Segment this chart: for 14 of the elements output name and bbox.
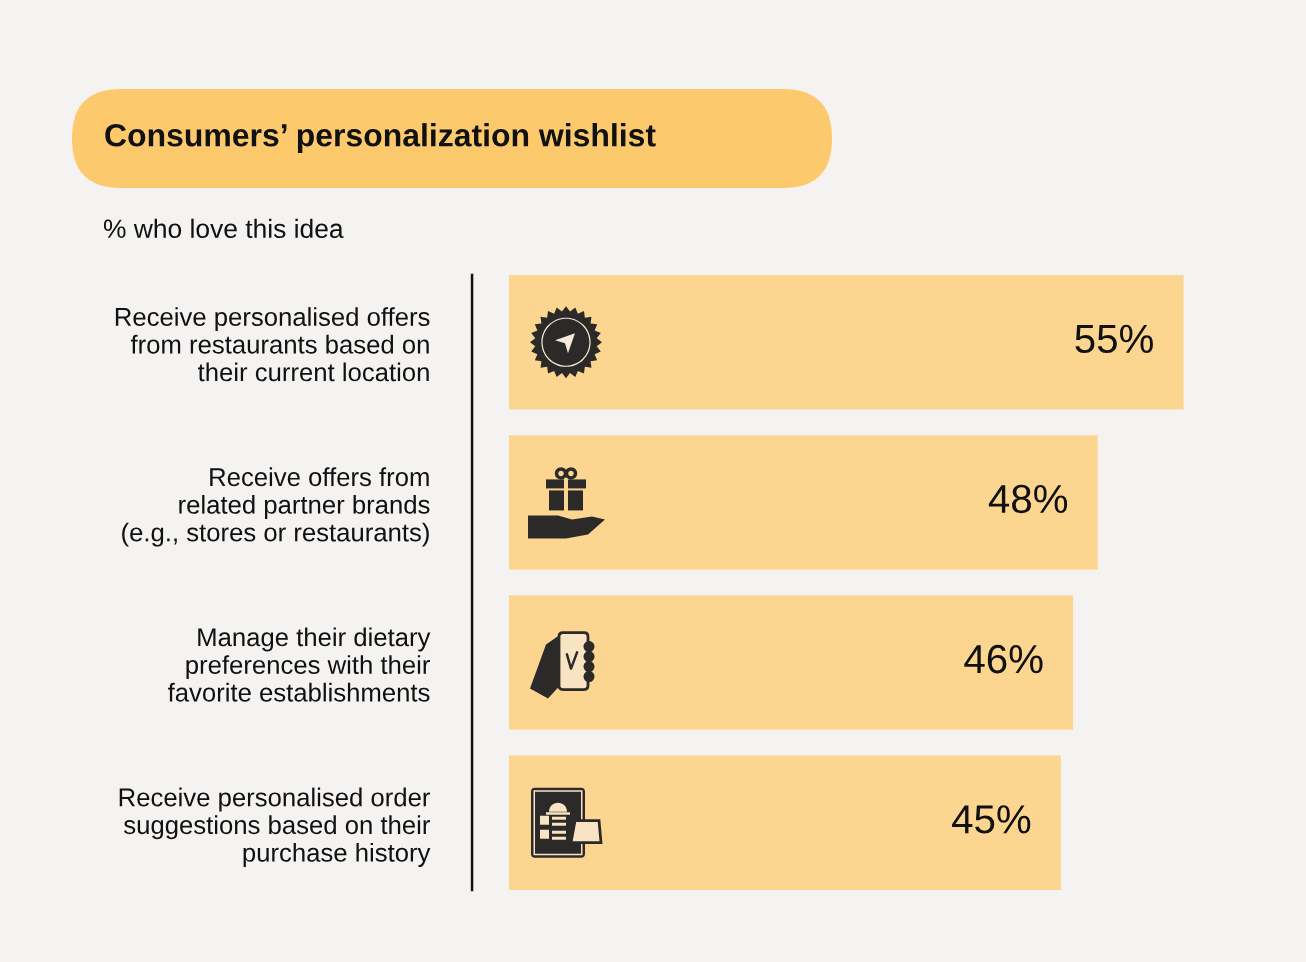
data-label: 55% xyxy=(1075,324,1153,354)
y-tick-label: Receive offers from related partner brands (e.g., stores or restaurants) xyxy=(122,467,430,547)
data-label: 46% xyxy=(964,644,1043,674)
y-tick-label: Manage their dietary preferences with their favorite establishments xyxy=(167,627,431,702)
bar xyxy=(509,755,1061,890)
text: % who love this idea xyxy=(103,218,344,239)
bar xyxy=(509,595,1074,730)
bar xyxy=(509,435,1098,570)
data-label: 48% xyxy=(988,484,1068,514)
y-tick-label: Receive personalised offers from restaurants based on their current location xyxy=(115,307,430,382)
chart-title: Consumers’ personalization wishlist xyxy=(105,123,656,153)
bar xyxy=(509,275,1184,410)
y-tick-label: Receive personalised order suggestions based on their purchase history xyxy=(119,787,431,867)
data-label: 45% xyxy=(952,805,1031,834)
